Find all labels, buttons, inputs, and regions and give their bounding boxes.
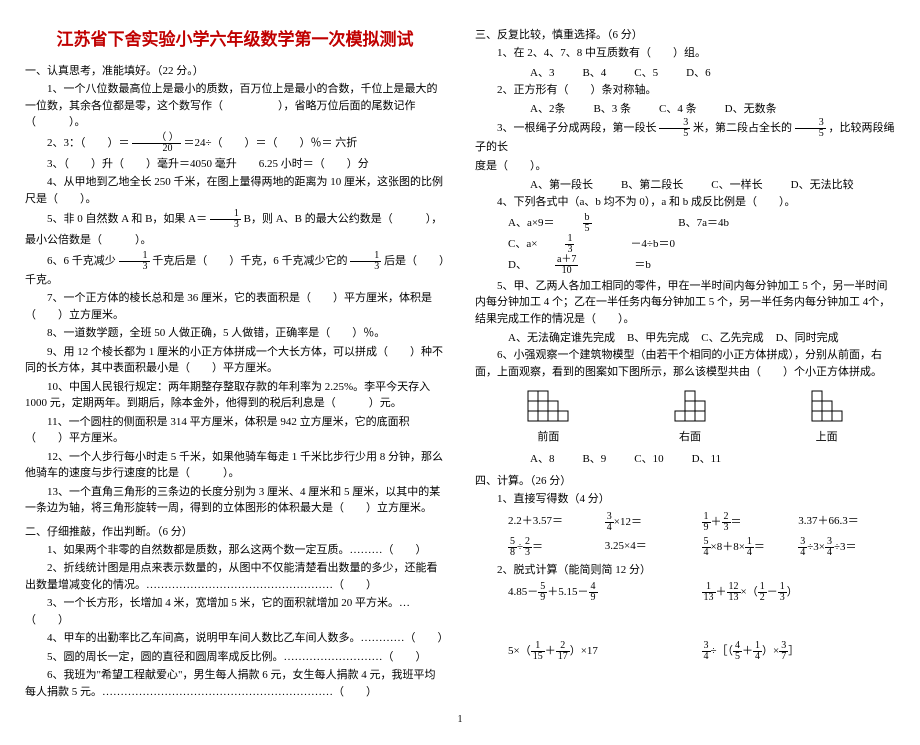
q1-5: 5、非 0 自然数 A 和 B，如果 A＝ 13 B，则 A、B 的最大公约数是…: [25, 209, 445, 230]
section-2-heading: 二、仔细推敲，作出判断。（6 分）: [25, 523, 445, 539]
q3-3b: 度是（ ）。: [475, 158, 895, 175]
front-view: 前面: [523, 386, 573, 444]
right-column: 三、反复比较，慎重选择。（6 分） 1、在 2、4、7、8 中互质数有（ ）组。…: [475, 20, 895, 702]
calc-row-2: 58÷23＝ 3.25×4＝ 54×8＋8×14＝ 34÷3×34÷3＝: [508, 537, 895, 558]
calc-row-4: 5×（115＋217）×17 34÷［（45＋14）×37］: [508, 641, 895, 662]
sec4-sub2: 2、脱式计算（能简则简 12 分）: [475, 562, 895, 579]
q2-2: 2、折线统计图是用点来表示数量的，从图中不仅能清楚看出数量的多少，还能看出数量增…: [25, 560, 445, 593]
fraction-icon: （ ）20: [132, 133, 181, 154]
section-1-heading: 一、认真思考，准能填好。（22 分。）: [25, 62, 445, 78]
q2-5: 5、圆的周长一定，圆的直径和圆周率成反比例。………………………（ ）: [25, 649, 445, 666]
exam-title: 江苏省下舍实验小学六年级数学第一次模拟测试: [25, 25, 445, 50]
top-view: 上面: [807, 386, 847, 444]
q1-8: 8、一道数学题，全班 50 人做正确，5 人做错，正确率是（ ）％。: [25, 325, 445, 342]
q1-7: 7、一个正方体的棱长总和是 36 厘米，它的表面积是（ ）平方厘米，体积是（ ）…: [25, 290, 445, 323]
fraction-icon: 35: [795, 118, 826, 139]
q3-1-choices: A、3B、4C、5D、6: [475, 64, 895, 80]
q1-9: 9、用 12 个棱长都为 1 厘米的小正方体拼成一个大长方体，可以拼成（ ）种不…: [25, 344, 445, 377]
left-column: 江苏省下舍实验小学六年级数学第一次模拟测试 一、认真思考，准能填好。（22 分。…: [25, 20, 445, 702]
q1-3: 3、（ ）升（ ）毫升＝4050 毫升 6.25 小时＝（ ）分: [25, 156, 445, 173]
q1-12: 12、一个人步行每小时走 5 千米，如果他骑车每走 1 千米比步行少用 8 分钟…: [25, 449, 445, 482]
section-3-heading: 三、反复比较，慎重选择。（6 分）: [475, 26, 895, 42]
q3-2-choices: A、2条B、3 条C、4 条D、无数条: [475, 100, 895, 116]
page-number: 1: [25, 714, 895, 725]
fraction-icon: 13: [565, 234, 602, 255]
front-view-icon: [523, 386, 573, 426]
q3-6-choices: A、8B、9C、10D、11: [475, 450, 895, 466]
q2-1: 1、如果两个非零的自然数都是质数，那么这两个数一定互质。………（ ）: [25, 542, 445, 559]
fraction-icon: 13: [210, 209, 241, 230]
q1-10: 10、中国人民银行规定：两年期整存整取存款的年利率为 2.25%。李平今天存入1…: [25, 379, 445, 412]
sec4-sub1: 1、直接写得数（4 分）: [475, 491, 895, 508]
fraction-icon: b5: [583, 213, 620, 234]
q2-3: 3、一个长方形，长增加 4 米，宽增加 5 米，它的面积就增加 20 平方米。……: [25, 595, 445, 628]
q2-4: 4、甲车的出勤率比乙车间高，说明甲车间人数比乙车间人数多。…………（ ）: [25, 630, 445, 647]
q3-2: 2、正方形有（ ）条对称轴。: [475, 82, 895, 99]
q3-3: 3、一根绳子分成两段，第一段长 35 米，第二段占全长的 35 ，比较两段绳子的…: [475, 118, 895, 156]
q1-4: 4、从甲地到乙地全长 250 千米，在图上量得两地的距离为 10 厘米，这张图的…: [25, 174, 445, 207]
right-view: 右面: [670, 386, 710, 444]
top-view-icon: [807, 386, 847, 426]
fraction-icon: a＋710: [555, 255, 606, 276]
q1-13: 13、一个直角三角形的三条边的长度分别为 3 厘米、4 厘米和 5 厘米，以其中…: [25, 484, 445, 517]
q1-6: 6、6 千克减少 13 千克后是（ ）千克，6 千克减少它的 13 后是（ ）千…: [25, 251, 445, 289]
q1-5b: 最小公倍数是（ ）。: [25, 232, 445, 249]
q3-5: 5、甲、乙两人各加工相同的零件，甲在一半时间内每分钟加工 5 个，另一半时间内每…: [475, 278, 895, 328]
fraction-icon: 13: [350, 251, 381, 272]
q3-3-choices: A、第一段长B、第二段长C、一样长D、无法比较: [475, 176, 895, 192]
q1-1: 1、一个八位数最高位上是最小的质数，百万位上是最小的合数，千位上是最大的一位数，…: [25, 81, 445, 131]
q3-4-choices: A、a×9＝b5 B、7a＝4b C、a×13－4÷b＝0 D、a＋710＝b: [475, 213, 895, 276]
q1-11: 11、一个圆柱的侧面积是 314 平方厘米，体积是 942 立方厘米，它的底面积…: [25, 414, 445, 447]
q3-6: 6、小强观察一个建筑物模型（由若干个相同的小正方体拼成），分别从前面，右面，上面…: [475, 347, 895, 380]
calc-row-1: 2.2＋3.57＝ 34×12＝ 19＋23＝ 3.37＋66.3＝: [508, 512, 895, 533]
calc-row-3: 4.85－59＋5.15－49 113＋1213×（12－13）: [508, 582, 895, 603]
section-4-heading: 四、计算。（26 分）: [475, 472, 895, 488]
q1-2: 2、3：（ ）＝ （ ）20 ＝24÷（ ）＝（ ）％＝ 六折: [25, 133, 445, 154]
fraction-icon: 13: [119, 251, 150, 272]
q2-6: 6、我班为"希望工程献爱心"，男生每人捐款 6 元，女生每人捐款 4 元，我班平…: [25, 667, 445, 700]
fraction-icon: 35: [659, 118, 690, 139]
q3-5-choices: A、无法确定谁先完成B、甲先完成C、乙先完成D、同时完成: [475, 329, 895, 345]
q3-4: 4、下列各式中（a、b 均不为 0），a 和 b 成反比例是（ ）。: [475, 194, 895, 211]
right-view-icon: [670, 386, 710, 426]
q3-1: 1、在 2、4、7、8 中互质数有（ ）组。: [475, 45, 895, 62]
cube-views: 前面 右面: [475, 386, 895, 444]
